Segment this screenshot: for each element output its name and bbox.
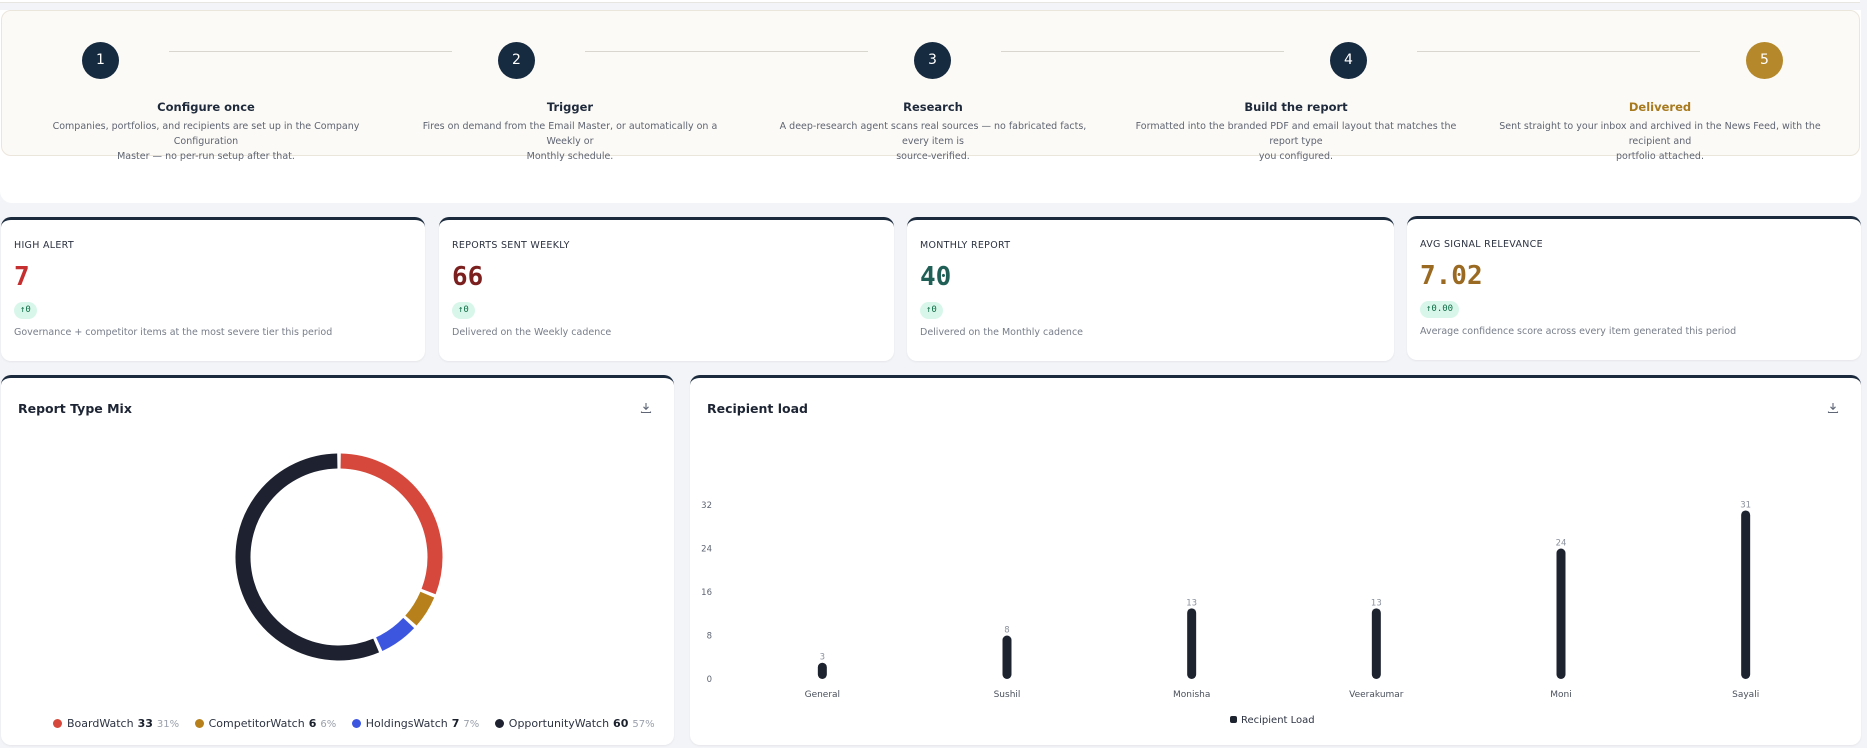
step-description: Sent straight to your inbox and archived… <box>1499 121 1821 162</box>
kpi-subtext: Delivered on the Weekly cadence <box>452 327 612 338</box>
bar-value-label: 31 <box>1740 500 1751 510</box>
top-edge <box>0 0 1860 3</box>
legend-item-opportunitywatch[interactable]: OpportunityWatch 60 57% <box>494 717 655 730</box>
step-title: Configure once <box>157 100 255 114</box>
legend-item-holdingswatch[interactable]: HoldingsWatch 7 7% <box>351 717 479 730</box>
legend-item-competitorwatch[interactable]: CompetitorWatch 6 6% <box>194 717 336 730</box>
donut-slice-opportunitywatch[interactable] <box>235 453 380 661</box>
donut-chart <box>235 453 443 661</box>
workflow-steps: 1 Configure once Companies, portfolios, … <box>1 10 1860 162</box>
step-title: Delivered <box>1628 100 1692 114</box>
bar-value-label: 13 <box>1371 598 1382 608</box>
step-number-badge: 4 <box>1330 42 1367 79</box>
kpi-delta-badge: ↑0 <box>14 302 37 319</box>
panel-title: Report Type Mix <box>18 401 132 416</box>
x-tick-label: General <box>805 690 840 700</box>
step-description: Formatted into the branded PDF and email… <box>1135 121 1457 162</box>
kpi-delta-badge: ↑0 <box>920 302 943 319</box>
bar-sushil[interactable] <box>1002 635 1012 680</box>
step-number-badge: 2 <box>498 42 535 79</box>
kpi-card-monthly-report: MONTHLY REPORT 40 ↑0 Delivered on the Mo… <box>907 217 1394 361</box>
step-description: Companies, portfolios, and recipients ar… <box>52 121 360 162</box>
kpi-subtext: Delivered on the Monthly cadence <box>920 327 1084 338</box>
kpi-label: REPORTS SENT WEEKLY <box>452 240 570 251</box>
download-icon[interactable] <box>1826 402 1840 416</box>
recipient-load-panel: Recipient load 0 8 16 24 32 3 General 8 Sushil 13… <box>690 375 1861 745</box>
bar-value-label: 24 <box>1556 539 1567 549</box>
step-connector <box>585 51 868 52</box>
kpi-delta-badge: ↑0 <box>452 302 475 319</box>
x-tick-label: Veerakumar <box>1349 690 1404 700</box>
y-tick-label: 24 <box>701 545 712 555</box>
step-number-badge: 3 <box>914 42 951 79</box>
step-description: A deep-research agent scans real sources… <box>779 121 1087 162</box>
kpi-card-reports-weekly: REPORTS SENT WEEKLY 66 ↑0 Delivered on t… <box>439 217 894 361</box>
x-tick-label: Sayali <box>1732 690 1759 700</box>
bar-chart: 0 8 16 24 32 3 General 8 Sushil 13 Monisha 13 Veerak… <box>701 500 1759 700</box>
step-title: Trigger <box>546 100 594 114</box>
x-tick-label: Moni <box>1550 690 1571 700</box>
step-description: Fires on demand from the Email Master, o… <box>422 121 718 162</box>
step-title: Build the report <box>1244 100 1348 114</box>
kpi-subtext: Governance + competitor items at the mos… <box>14 327 333 338</box>
kpi-card-high-alert: HIGH ALERT 7 ↑0 Governance + competitor … <box>1 217 425 361</box>
step-connector <box>1417 51 1700 52</box>
x-tick-label: Monisha <box>1173 690 1210 700</box>
kpi-value: 40 <box>920 262 952 292</box>
report-type-mix-panel: Report Type Mix BoardWatch 33 31% Competit… <box>1 375 674 745</box>
x-tick-label: Sushil <box>994 690 1021 700</box>
panel-title: Recipient load <box>707 401 808 416</box>
bar-value-label: 8 <box>1004 626 1009 636</box>
step-number-badge: 5 <box>1746 42 1783 79</box>
download-icon[interactable] <box>639 402 653 416</box>
legend-item-boardwatch[interactable]: BoardWatch 33 31% <box>53 717 179 730</box>
step-connector <box>1001 51 1284 52</box>
bar-general[interactable] <box>817 662 827 679</box>
step-connector <box>169 51 452 52</box>
y-tick-label: 32 <box>701 501 712 511</box>
kpi-delta-badge: ↑0.00 <box>1420 301 1460 318</box>
kpi-value: 7.02 <box>1420 261 1483 291</box>
y-tick-label: 0 <box>707 675 712 685</box>
donut-slice-competitorwatch[interactable] <box>405 591 435 626</box>
kpi-card-avg-signal: AVG SIGNAL RELEVANCE 7.02 ↑0.00 Average … <box>1407 216 1861 360</box>
workflow-steps-card: 1 Configure once Companies, portfolios, … <box>0 10 1861 203</box>
step-title: Research <box>903 100 963 114</box>
kpi-value: 66 <box>452 262 484 292</box>
y-tick-label: 8 <box>707 632 712 642</box>
donut-legend: BoardWatch 33 31% CompetitorWatch 6 6% Holdi… <box>53 717 667 730</box>
kpi-label: HIGH ALERT <box>14 240 74 251</box>
bar-moni[interactable] <box>1556 548 1566 680</box>
step-number-badge: 1 <box>82 42 119 79</box>
y-tick-label: 16 <box>701 588 712 598</box>
bar-value-label: 13 <box>1186 598 1197 608</box>
donut-slice-holdingswatch[interactable] <box>375 617 415 651</box>
kpi-value: 7 <box>14 262 30 292</box>
bar-legend[interactable]: Recipient Load <box>1230 715 1315 726</box>
kpi-label: MONTHLY REPORT <box>920 240 1011 251</box>
kpi-subtext: Average confidence score across every it… <box>1420 326 1737 337</box>
bar-sayali[interactable] <box>1741 510 1751 679</box>
kpi-label: AVG SIGNAL RELEVANCE <box>1420 239 1543 250</box>
bar-veerakumar[interactable] <box>1371 608 1381 679</box>
bar-value-label: 3 <box>820 653 825 663</box>
bar-monisha[interactable] <box>1187 608 1197 679</box>
donut-slice-boardwatch[interactable] <box>340 453 443 595</box>
